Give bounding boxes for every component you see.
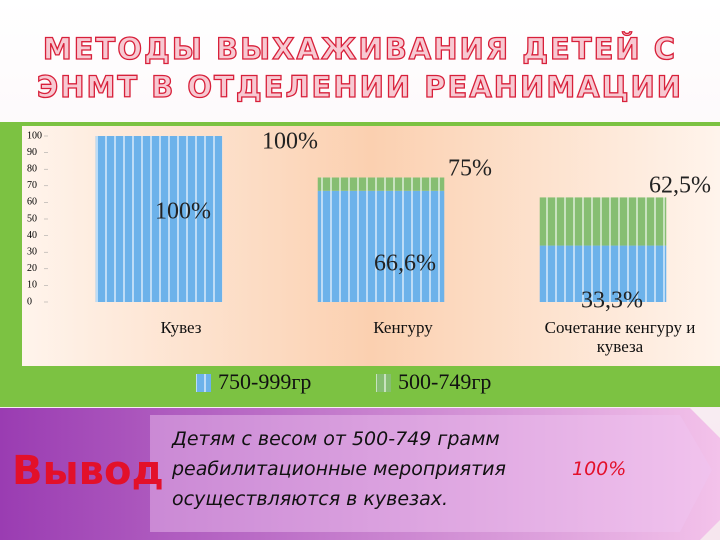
conclusion-heading: Вывод [12,448,164,494]
x-tick-label: Кувез [160,318,202,337]
y-tick-label: 90 [27,147,37,158]
conclusion-line: реабилитационные мероприятия [172,458,506,480]
legend-swatch [376,374,391,392]
bar [539,197,667,246]
bar [317,190,445,302]
x-tick-label: Кенгуру [373,318,433,337]
legend-label: 500-749гр [398,369,492,394]
y-tick-label: 20 [27,263,37,274]
bar [539,245,667,302]
y-tick-label: 60 [27,197,37,208]
x-tick-label: Сочетание кенгуру и кувеза [544,318,696,356]
y-tick-label: 100 [27,130,42,141]
conclusion-line: осуществляются в кувезах. [172,488,449,510]
y-tick-label: 10 [27,280,37,291]
title-line: ЭНМТ В ОТДЕЛЕНИИ РЕАНИМАЦИИ [36,69,684,104]
y-tick-label: 30 [27,246,37,257]
annotation: 75% [448,156,492,182]
legend-swatch [196,374,211,392]
annotation: 33,3% [581,288,643,314]
y-tick-label: 70 [27,180,37,191]
y-tick-label: 50 [27,213,37,224]
annotation: 62,5% [649,173,711,199]
legend-label: 750-999гр [218,369,312,394]
conclusion-band [0,408,720,540]
bar [95,136,223,302]
annotation: 66,6% [374,251,436,277]
annotation: 100% [155,199,211,225]
y-tick-label: 40 [27,230,37,241]
y-tick-label: 0 [27,296,32,307]
y-tick-label: 80 [27,163,37,174]
title-line: МЕТОДЫ ВЫХАЖИВАНИЯ ДЕТЕЙ С [42,31,678,66]
conclusion-arrow [150,415,712,532]
annotation: 100% [262,129,318,155]
conclusion-highlight: 100% [572,458,627,480]
conclusion-line: Детям с весом от 500-749 грамм [172,428,500,450]
bar [317,177,445,191]
